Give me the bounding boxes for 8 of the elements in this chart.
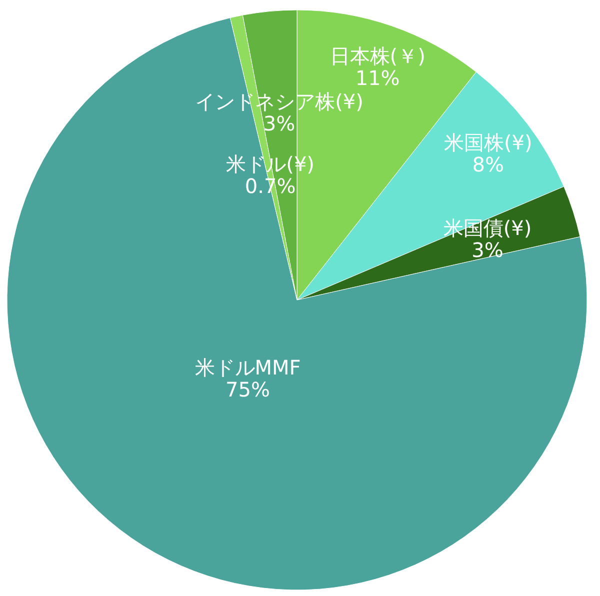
data-label: 8% [472, 152, 504, 177]
data-label: 3% [472, 238, 504, 262]
slice-label: 米国株(¥) [444, 130, 532, 155]
data-label: 3% [263, 111, 296, 136]
data-label: 75% [226, 378, 270, 402]
data-label: 11% [355, 66, 400, 90]
slice-label: 日本株(￥) [330, 44, 426, 68]
slice-label: 米ドルMMF [194, 356, 301, 380]
